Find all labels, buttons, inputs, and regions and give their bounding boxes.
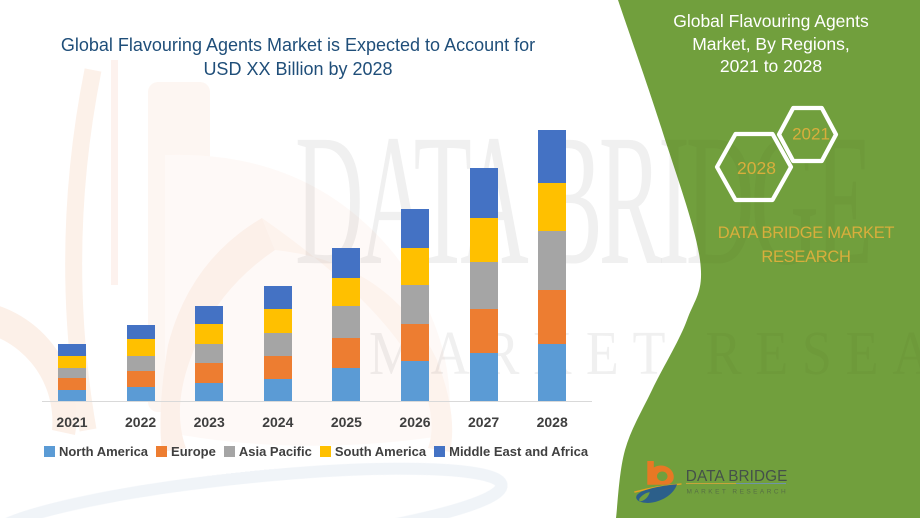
svg-text:DATA BRIDGE: DATA BRIDGE xyxy=(686,468,788,485)
svg-text:MARKET RESEARCH: MARKET RESEARCH xyxy=(687,489,789,496)
svg-text:2021: 2021 xyxy=(792,125,830,144)
svg-text:2028: 2028 xyxy=(737,158,776,178)
